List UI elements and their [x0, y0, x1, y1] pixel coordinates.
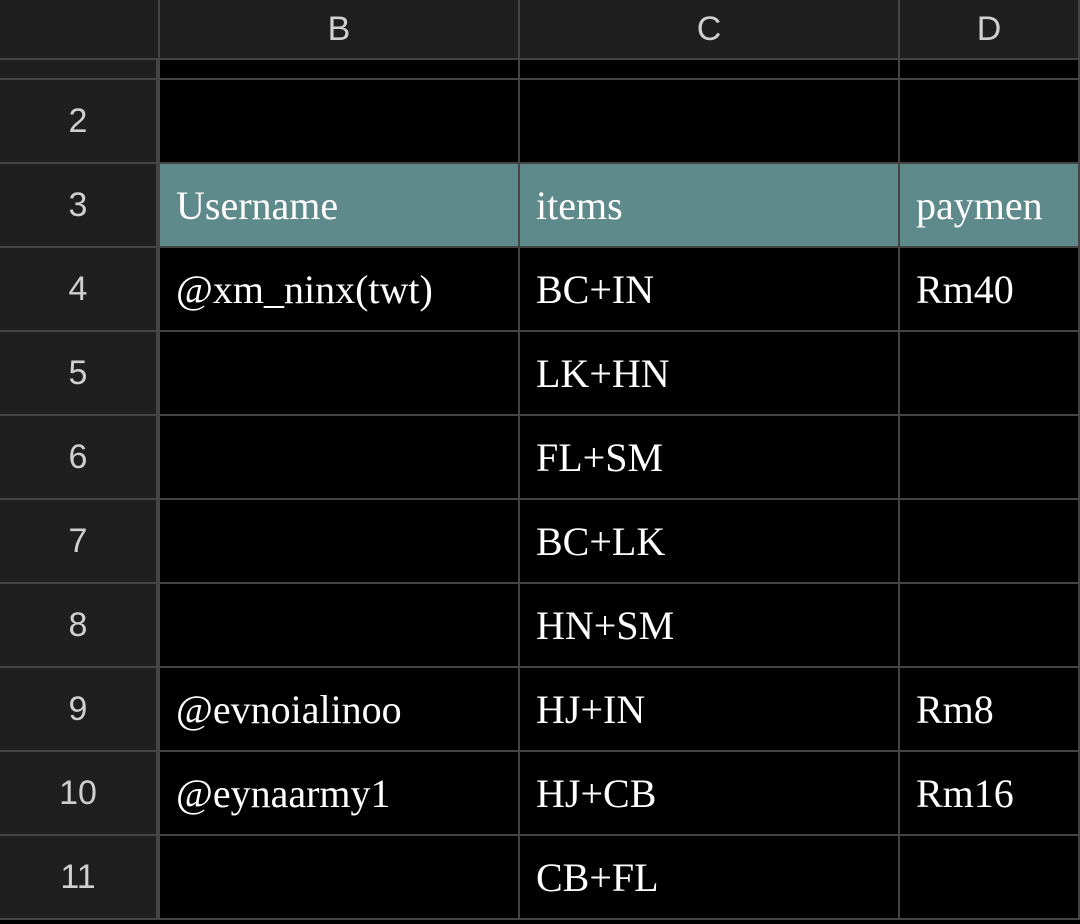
- cell-C7[interactable]: BC+LK: [520, 500, 900, 582]
- cell-B9[interactable]: @evnoialinoo: [160, 668, 520, 750]
- spreadsheet-viewport: B C D 2 3 Username items paymen 4 @xm_ni…: [0, 0, 1080, 924]
- cell-B3[interactable]: Username: [160, 164, 520, 246]
- cell-B11[interactable]: [160, 836, 520, 918]
- cell-D8[interactable]: [900, 584, 1080, 666]
- cell-D7[interactable]: [900, 500, 1080, 582]
- row-header[interactable]: 5: [0, 332, 160, 414]
- table-row: 9 @evnoialinoo HJ+IN Rm8: [0, 668, 1080, 752]
- cell-B6[interactable]: [160, 416, 520, 498]
- cell-C9[interactable]: HJ+IN: [520, 668, 900, 750]
- row-header[interactable]: 3: [0, 164, 160, 246]
- column-header-B[interactable]: B: [160, 0, 520, 58]
- cell-C3[interactable]: items: [520, 164, 900, 246]
- cell[interactable]: [900, 60, 1080, 78]
- row-header[interactable]: 6: [0, 416, 160, 498]
- cell-B2[interactable]: [160, 80, 520, 162]
- cell[interactable]: [520, 60, 900, 78]
- column-header-D[interactable]: D: [900, 0, 1080, 58]
- cell-C5[interactable]: LK+HN: [520, 332, 900, 414]
- table-row: 2: [0, 80, 1080, 164]
- cell-D3[interactable]: paymen: [900, 164, 1080, 246]
- table-row: 8 HN+SM: [0, 584, 1080, 668]
- table-row: 10 @eynaarmy1 HJ+CB Rm16: [0, 752, 1080, 836]
- row-header[interactable]: 11: [0, 836, 160, 918]
- table-row: 6 FL+SM: [0, 416, 1080, 500]
- cell-B10[interactable]: @eynaarmy1: [160, 752, 520, 834]
- table-row: 5 LK+HN: [0, 332, 1080, 416]
- table-row: 7 BC+LK: [0, 500, 1080, 584]
- cell-C8[interactable]: HN+SM: [520, 584, 900, 666]
- table-row: [0, 60, 1080, 80]
- row-header[interactable]: 2: [0, 80, 160, 162]
- cell-D6[interactable]: [900, 416, 1080, 498]
- cell-B4[interactable]: @xm_ninx(twt): [160, 248, 520, 330]
- cell-D2[interactable]: [900, 80, 1080, 162]
- cell[interactable]: [160, 60, 520, 78]
- cell-D5[interactable]: [900, 332, 1080, 414]
- cell-C4[interactable]: BC+IN: [520, 248, 900, 330]
- cell-C10[interactable]: HJ+CB: [520, 752, 900, 834]
- row-header[interactable]: 4: [0, 248, 160, 330]
- cell-B7[interactable]: [160, 500, 520, 582]
- cell-C11[interactable]: CB+FL: [520, 836, 900, 918]
- cell-C2[interactable]: [520, 80, 900, 162]
- row-header[interactable]: [0, 60, 160, 78]
- table-row: 11 CB+FL: [0, 836, 1080, 920]
- table-row: 4 @xm_ninx(twt) BC+IN Rm40: [0, 248, 1080, 332]
- corner-cell[interactable]: [0, 0, 160, 58]
- column-header-C[interactable]: C: [520, 0, 900, 58]
- cell-B5[interactable]: [160, 332, 520, 414]
- cell-D4[interactable]: Rm40: [900, 248, 1080, 330]
- cell-C6[interactable]: FL+SM: [520, 416, 900, 498]
- cell-D9[interactable]: Rm8: [900, 668, 1080, 750]
- table-row: 3 Username items paymen: [0, 164, 1080, 248]
- row-header[interactable]: 10: [0, 752, 160, 834]
- cell-D11[interactable]: [900, 836, 1080, 918]
- cell-D10[interactable]: Rm16: [900, 752, 1080, 834]
- column-headers: B C D: [0, 0, 1080, 60]
- row-header[interactable]: 9: [0, 668, 160, 750]
- row-header[interactable]: 8: [0, 584, 160, 666]
- cell-B8[interactable]: [160, 584, 520, 666]
- row-header[interactable]: 7: [0, 500, 160, 582]
